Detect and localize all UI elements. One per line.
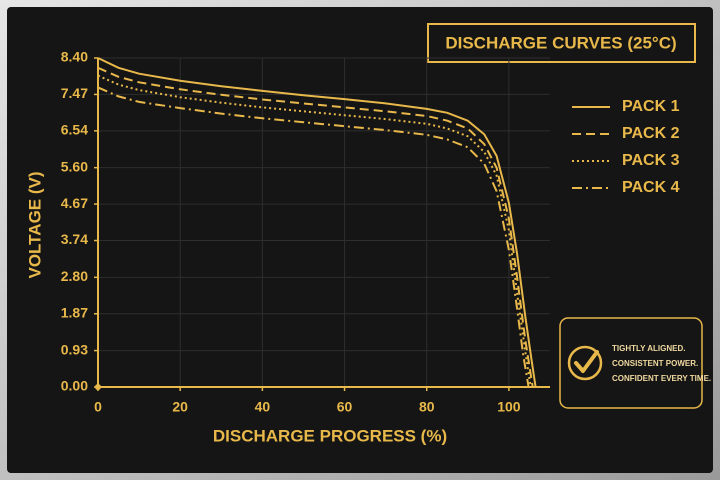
check-circle xyxy=(567,345,603,381)
callout-box xyxy=(559,317,703,409)
series-line xyxy=(97,66,534,388)
legend-label: PACK 2 xyxy=(622,125,680,142)
y-tick-label: 5.60 xyxy=(61,158,88,174)
legend-label: PACK 4 xyxy=(622,179,680,196)
x-tick-label: 0 xyxy=(94,399,102,415)
chart-title: DISCHARGE CURVES (25°C) xyxy=(445,33,676,52)
annotation-line: CONFIDENT EVERY TIME. xyxy=(612,374,711,383)
y-tick-label: 4.67 xyxy=(61,195,88,211)
annotation-line: TIGHTLY ALIGNED. xyxy=(612,344,686,353)
y-axis-label: VOLTAGE (V) xyxy=(25,171,44,278)
y-tick-label: 0.93 xyxy=(61,341,88,357)
origin-dot xyxy=(95,384,101,390)
check-mark xyxy=(574,350,599,373)
x-tick-label: 100 xyxy=(497,399,521,415)
title-box xyxy=(427,23,696,63)
x-tick-label: 20 xyxy=(172,399,188,415)
x-tick-label: 60 xyxy=(337,399,353,415)
y-tick-label: 1.87 xyxy=(61,304,88,320)
x-tick-label: 80 xyxy=(419,399,435,415)
y-tick-label: 7.47 xyxy=(61,85,88,101)
y-tick-label: 2.80 xyxy=(61,268,88,284)
y-tick-label: 6.54 xyxy=(61,122,88,138)
legend-label: PACK 1 xyxy=(622,98,680,115)
x-axis-label: DISCHARGE PROGRESS (%) xyxy=(213,426,447,445)
y-tick-label: 3.74 xyxy=(61,231,88,247)
y-tick-label: 0.00 xyxy=(61,378,88,394)
x-tick-label: 40 xyxy=(255,399,271,415)
panel xyxy=(7,7,713,473)
legend-label: PACK 3 xyxy=(622,152,680,169)
series-line xyxy=(97,57,537,388)
y-tick-label: 8.40 xyxy=(61,49,88,65)
annotation-line: CONSISTENT POWER. xyxy=(612,359,698,368)
